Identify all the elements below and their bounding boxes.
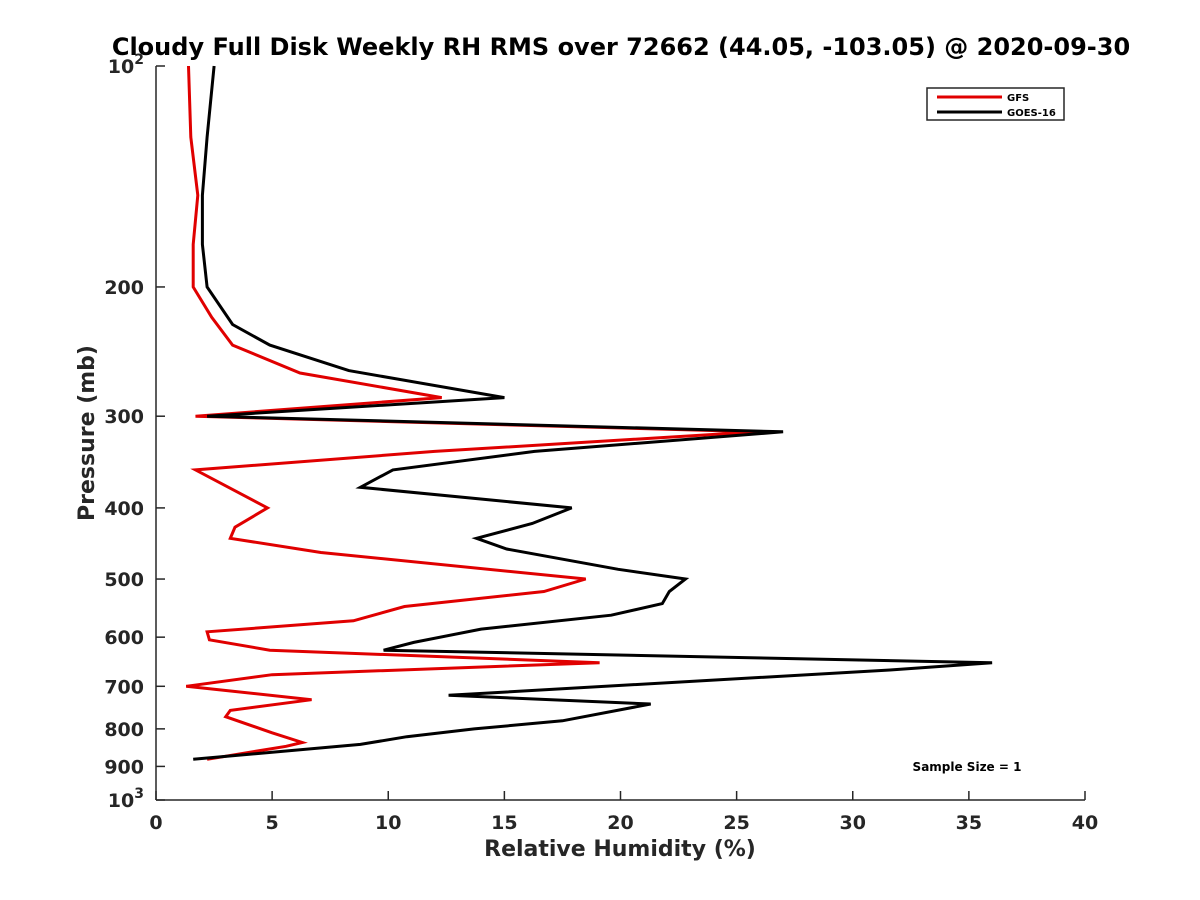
plot-lines (185, 65, 993, 761)
x-tick-label: 35 (956, 812, 982, 834)
x-tick-label: 10 (375, 812, 401, 834)
x-tick-label: 25 (723, 812, 749, 834)
series-line-gfs (185, 65, 758, 761)
y-tick-label: 500 (104, 569, 144, 591)
y-tick-label: 800 (104, 719, 144, 741)
chart-title: Cloudy Full Disk Weekly RH RMS over 7266… (112, 33, 1130, 61)
series-line-goes-16 (193, 65, 993, 761)
sample-size-annotation: Sample Size = 1 (913, 760, 1022, 774)
legend-box (926, 87, 1065, 121)
ticks: 0 5 10 15 20 25 30 35 40 200 300 400 500 600 700 800 900… (104, 52, 1098, 834)
legend: GFS GOES-16 (926, 87, 1065, 121)
y-axis-label: Pressure (mb) (75, 345, 100, 521)
y-tick-label: 200 (104, 277, 144, 299)
y-tick-label-top: 102 (108, 52, 144, 78)
x-tick-label: 15 (491, 812, 517, 834)
y-tick-label-bottom: 103 (108, 786, 144, 812)
x-tick-label: 0 (149, 812, 162, 834)
y-tick-label: 700 (104, 676, 144, 698)
x-tick-label: 5 (266, 812, 279, 834)
legend-label: GOES-16 (1007, 108, 1056, 119)
legend-label: GFS (1007, 93, 1029, 104)
x-tick-label: 40 (1072, 812, 1098, 834)
x-tick-label: 20 (607, 812, 633, 834)
x-tick-label: 30 (840, 812, 866, 834)
y-tick-label: 300 (104, 406, 144, 428)
y-tick-label: 600 (104, 627, 144, 649)
y-tick-label: 400 (104, 498, 144, 520)
y-tick-label: 900 (104, 756, 144, 778)
x-axis-label: Relative Humidity (%) (484, 837, 756, 862)
